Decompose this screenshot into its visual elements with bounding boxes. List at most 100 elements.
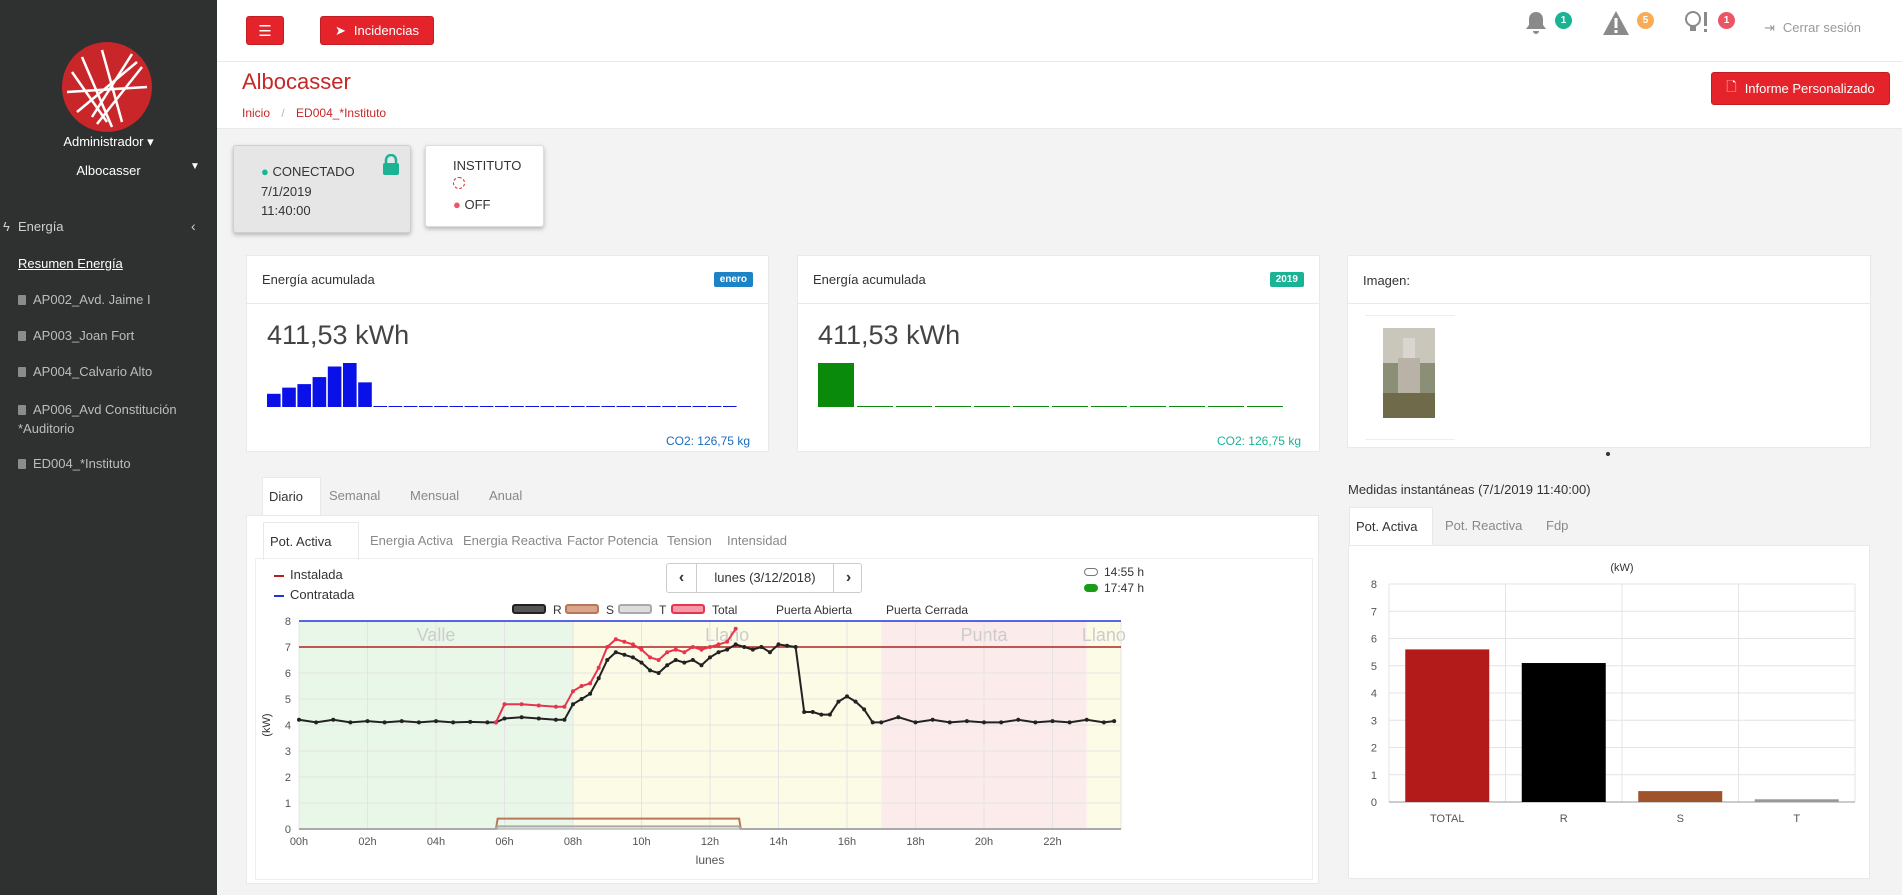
series-point-total <box>536 703 541 708</box>
card-title: Energía acumulada <box>813 272 926 287</box>
measure-tabs: Pot. Activa Energia Activa Energia React… <box>263 516 1123 560</box>
series-point-r <box>1112 719 1117 724</box>
card-header: Imagen: <box>1348 256 1870 304</box>
tab-tension[interactable]: Tension <box>667 533 712 548</box>
energy-bar <box>343 363 357 407</box>
legend-swatch-s[interactable] <box>565 604 599 614</box>
tab-mensual[interactable]: Mensual <box>410 488 460 503</box>
series-point-r <box>699 663 704 668</box>
series-point-r <box>1016 717 1021 722</box>
legend-door-closed-label[interactable]: Puerta Cerrada <box>886 603 969 617</box>
incidents-button[interactable]: ➤ Incidencias <box>320 16 434 45</box>
tab-pot-activa[interactable]: Pot. Activa <box>263 522 359 560</box>
energy-bar <box>525 406 539 407</box>
series-point-r <box>399 719 404 724</box>
bolt-icon: ϟ <box>3 219 10 234</box>
prev-day-button[interactable]: ‹ <box>667 564 697 592</box>
tab-diario[interactable]: Diario <box>262 477 321 515</box>
x-tick-label: 16h <box>838 836 856 848</box>
series-point-r <box>819 712 824 717</box>
tab-intensidad[interactable]: Intensidad <box>727 533 787 548</box>
tab-semanal[interactable]: Semanal <box>329 488 381 503</box>
date-navigator: ‹ lunes (3/12/2018) › <box>666 563 862 593</box>
series-point-r <box>665 663 670 668</box>
y-tick-label: 7 <box>285 642 291 654</box>
custom-report-button[interactable]: 🗋 Informe Personalizado <box>1711 72 1890 105</box>
series-point-total <box>648 655 653 660</box>
tab-fdp-instant[interactable]: Fdp <box>1546 518 1569 533</box>
series-point-total <box>622 639 627 644</box>
menu-toggle-button[interactable]: ☰ <box>246 16 284 45</box>
instant-measures-title: Medidas instantáneas (7/1/2019 11:40:00) <box>1348 482 1591 497</box>
nav-item-ap006[interactable]: AP006_Avd Constitución *Auditorio <box>18 400 177 438</box>
device-onoff: ● OFF <box>453 197 490 212</box>
period-tag: enero <box>713 272 753 287</box>
notifications-bell[interactable] <box>1524 10 1548 36</box>
date-label[interactable]: lunes (3/12/2018) <box>714 570 816 585</box>
series-point-r <box>536 716 541 721</box>
door-close-time-label: 17:47 h <box>1104 581 1145 595</box>
series-point-total <box>562 704 567 709</box>
legend-swatch-t[interactable] <box>618 604 652 614</box>
legend-swatch-r[interactable] <box>512 604 546 614</box>
series-point-r <box>690 658 695 662</box>
series-point-total <box>553 704 558 709</box>
series-point-r <box>416 720 421 725</box>
logout-link[interactable]: ⇥ Cerrar sesión <box>1764 20 1861 36</box>
nav-item-ap002[interactable]: AP002_Avd. Jaime I <box>18 292 151 307</box>
image-thumbnail-frame[interactable] <box>1365 315 1455 440</box>
nav-item-label: ED004_*Instituto <box>33 456 131 471</box>
carousel-dot[interactable] <box>1606 452 1610 456</box>
series-point-r <box>708 655 712 660</box>
energy-bar <box>616 406 631 407</box>
x-axis-label: lunes <box>696 853 725 867</box>
energy-year-card: Energía acumulada 2019 411,53 kWh CO2: 1… <box>797 255 1320 452</box>
energy-bar <box>312 377 327 407</box>
series-point-r <box>845 694 849 699</box>
y-tick-label: 4 <box>1371 688 1377 700</box>
co2-value: CO2: 126,75 kg <box>1216 434 1301 448</box>
legend-installed-label: Instalada <box>290 567 343 582</box>
y-tick-label: 0 <box>285 824 291 836</box>
connection-date: 7/1/2019 <box>261 184 312 199</box>
legend-contracted: Contratada <box>274 587 354 602</box>
co2-value: CO2: 126,75 kg <box>665 434 750 448</box>
device-status-card[interactable]: INSTITUTO ● OFF <box>425 145 544 227</box>
nav-item-resumen[interactable]: Resumen Energía <box>18 256 123 271</box>
series-point-r <box>588 691 593 696</box>
legend-swatch-total[interactable] <box>671 604 705 614</box>
legend-r-label: R <box>553 603 562 617</box>
tab-factor-potencia[interactable]: Factor Potencia <box>567 533 659 548</box>
legend-line <box>274 594 284 597</box>
tab-energia-activa[interactable]: Energia Activa <box>370 533 454 548</box>
site-select[interactable]: Albocasser <box>76 163 141 178</box>
breadcrumb-home[interactable]: Inicio <box>242 106 271 120</box>
legend-door-open-label[interactable]: Puerta Abierta <box>776 603 853 617</box>
y-tick-label: 2 <box>1371 743 1377 755</box>
energy-bar <box>1013 406 1049 407</box>
tab-anual[interactable]: Anual <box>489 488 523 503</box>
nav-item-ap003[interactable]: AP003_Joan Fort <box>18 328 134 343</box>
series-point-r <box>1033 720 1038 725</box>
series-point-r <box>725 647 730 652</box>
document-icon <box>18 367 26 377</box>
series-point-r <box>759 645 764 649</box>
sign-out-icon: ⇥ <box>1764 20 1775 35</box>
y-tick-label: 3 <box>1371 715 1377 727</box>
x-tick-label: 08h <box>564 836 582 848</box>
series-point-r <box>579 697 584 701</box>
tab-pot-activa-instant[interactable]: Pot. Activa <box>1349 507 1433 545</box>
tab-energia-reactiva[interactable]: Energia Reactiva <box>463 533 562 548</box>
warnings-button[interactable] <box>1602 10 1630 36</box>
nav-item-ap004[interactable]: AP004_Calvario Alto <box>18 364 152 379</box>
series-point-total <box>605 645 610 649</box>
series-point-r <box>750 647 755 652</box>
series-point-r <box>802 710 807 714</box>
next-day-button[interactable]: › <box>833 564 863 592</box>
tips-button[interactable] <box>1682 9 1712 37</box>
nav-section-energy[interactable]: ϟ Energía ‹ <box>0 218 217 235</box>
tab-pot-reactiva-instant[interactable]: Pot. Reactiva <box>1445 518 1523 533</box>
nav-item-ed004[interactable]: ED004_*Instituto <box>18 456 131 471</box>
custom-report-label: Informe Personalizado <box>1744 81 1875 96</box>
user-menu[interactable]: Administrador ▾ <box>0 134 217 150</box>
